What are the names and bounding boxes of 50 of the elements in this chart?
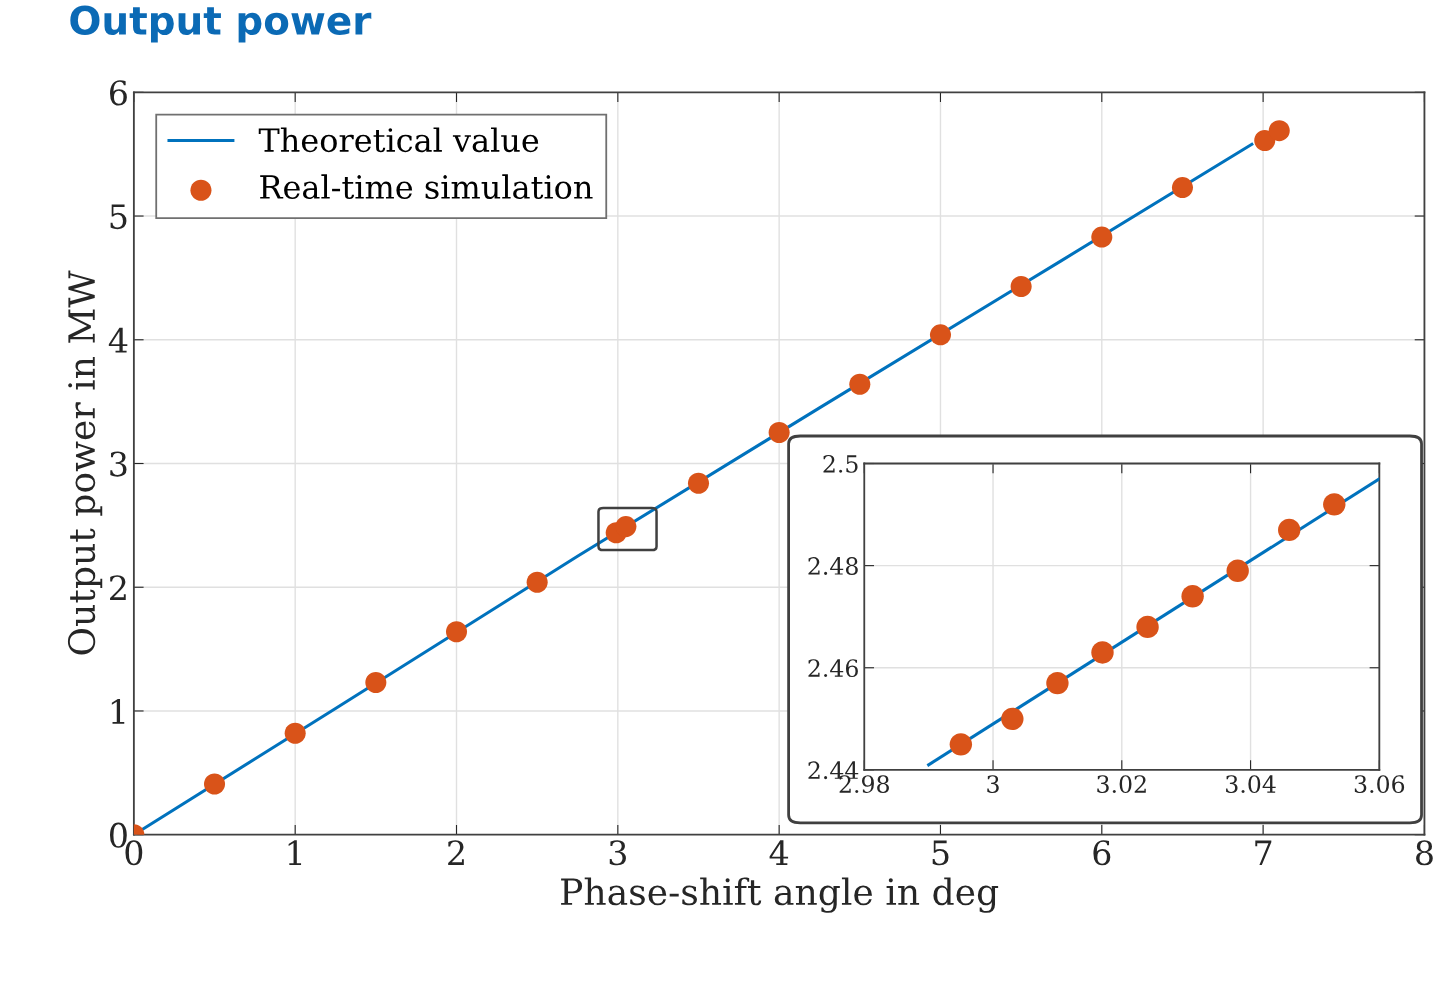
point: [526, 571, 548, 593]
point: [768, 422, 790, 444]
point: [1010, 276, 1032, 298]
point: [687, 472, 710, 494]
x-tick-label: 3.02: [1097, 775, 1146, 794]
point: [1046, 671, 1069, 695]
y-tick-label: 1: [111, 698, 125, 724]
y-tick-label: 3: [110, 451, 127, 477]
point: [1254, 130, 1276, 152]
point: [1278, 518, 1301, 542]
point: [203, 773, 226, 795]
legend-label: Theoretical value: [258, 127, 539, 153]
y-tick-label: 2: [110, 575, 126, 600]
point: [1091, 226, 1113, 248]
point: [1001, 707, 1024, 731]
x-axis-title: Phase-shift angle in deg: [561, 877, 999, 913]
point: [1091, 641, 1114, 664]
point: [949, 733, 973, 756]
point: [445, 621, 468, 643]
y-axis-title: Output power in MW: [67, 270, 103, 655]
y-tick-label: 4: [108, 327, 128, 353]
legend-label: Real-time simulation: [260, 174, 593, 200]
y-tick-label: 2.48: [808, 557, 858, 575]
x-tick-label: 7: [1255, 840, 1272, 865]
x-tick-label: 3: [609, 840, 626, 866]
y-tick-label: 2.46: [808, 659, 858, 678]
point: [929, 324, 952, 346]
point: [1268, 120, 1290, 142]
x-tick-label: 8: [1416, 840, 1433, 866]
x-tick-label: 1: [288, 840, 302, 865]
x-tick-label: 4: [769, 840, 789, 865]
x-tick-label: 3: [987, 775, 999, 794]
y-tick-label: 2.5: [823, 454, 858, 473]
point: [1136, 615, 1159, 639]
x-tick-label: 6: [1093, 840, 1111, 866]
point: [1181, 585, 1204, 608]
point: [1323, 493, 1346, 516]
point: [849, 373, 871, 395]
y-tick-label: 0: [109, 822, 127, 848]
y-tick-label: 6: [110, 80, 127, 106]
point: [365, 671, 387, 694]
x-tick-label: 5: [932, 840, 949, 866]
y-tick-label: 5: [110, 204, 127, 230]
x-tick-label: 2: [448, 840, 464, 865]
point: [284, 722, 306, 744]
point: [1226, 559, 1249, 582]
point: [1171, 177, 1193, 199]
x-tick-label: 3.04: [1226, 775, 1276, 794]
x-tick-label: 3.06: [1354, 775, 1405, 794]
chart-title: Output power: [70, 5, 372, 43]
